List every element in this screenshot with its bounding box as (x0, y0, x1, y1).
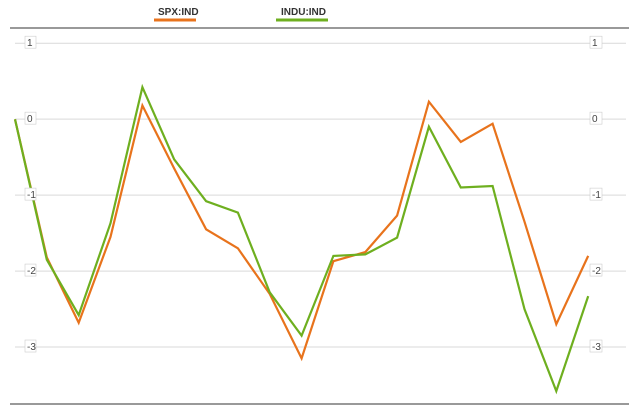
y-tick-label: -1 (27, 190, 36, 201)
series-lines (13, 83, 590, 395)
y-tick-right: 1 (589, 35, 603, 49)
series-line-1 (13, 99, 590, 362)
legend-item: SPX:IND (154, 7, 199, 22)
series-line-2 (13, 83, 590, 395)
y-tick-box (24, 111, 37, 125)
y-tick-box (24, 263, 37, 277)
y-tick-left: -1 (24, 187, 37, 201)
y-tick-right: -2 (589, 263, 603, 277)
legend: SPX:IND INDU:IND (154, 7, 328, 22)
y-tick-label: 1 (27, 38, 33, 49)
y-axis-right: 1 0 -1 -2 -3 (589, 35, 603, 353)
legend-item: INDU:IND (276, 7, 328, 22)
y-tick-left: -2 (24, 263, 37, 277)
y-tick-box (589, 339, 603, 353)
y-tick-box (24, 35, 37, 49)
y-tick-label: -2 (592, 266, 601, 277)
y-tick-label: 1 (592, 38, 598, 49)
y-tick-box (589, 111, 603, 125)
y-tick-right: -1 (589, 187, 603, 201)
y-tick-label: -1 (592, 190, 601, 201)
y-tick-right: -3 (589, 339, 603, 353)
legend-label: INDU:IND (281, 7, 326, 18)
y-tick-left: 0 (24, 111, 37, 125)
y-tick-label: 0 (592, 114, 598, 125)
y-tick-left: -3 (24, 339, 37, 353)
y-tick-box (24, 187, 37, 201)
y-tick-right: 0 (589, 111, 603, 125)
y-tick-box (589, 263, 603, 277)
y-tick-box (589, 187, 603, 201)
y-tick-box (589, 35, 603, 49)
y-axis-left: 1 0 -1 -2 -3 (24, 35, 37, 353)
y-tick-label: 0 (27, 114, 33, 125)
legend-label: SPX:IND (158, 7, 199, 18)
y-tick-left: 1 (24, 35, 37, 49)
y-tick-label: -2 (27, 266, 36, 277)
y-tick-label: -3 (592, 342, 601, 353)
y-tick-label: -3 (27, 342, 36, 353)
y-tick-box (24, 339, 37, 353)
